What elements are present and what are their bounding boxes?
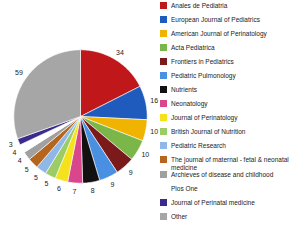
html-text:Other: Other xyxy=(171,213,188,220)
html-text:Archieves of disease and child: Archieves of disease and childhood xyxy=(171,171,274,178)
svg-text:10: 10 xyxy=(141,151,149,158)
html-text:Pediatric Pulmonology: Pediatric Pulmonology xyxy=(171,72,236,79)
html-text:Plos One: Plos One xyxy=(171,185,198,192)
svg-text:16: 16 xyxy=(150,97,158,104)
html-text:Journal of Perinatology: Journal of Perinatology xyxy=(171,114,238,121)
html-text:European Journal of Pediatrics: European Journal of Pediatrics xyxy=(171,16,260,23)
svg-text:4: 4 xyxy=(18,157,22,164)
svg-text:59: 59 xyxy=(15,69,23,76)
html-text:Nutrients: Nutrients xyxy=(171,86,197,93)
svg-text:9: 9 xyxy=(110,181,114,188)
svg-text:3: 3 xyxy=(9,141,13,148)
html-text:Frontiers in Pediatrics: Frontiers in Pediatrics xyxy=(171,58,234,65)
html-text:Anales de Pediatria: Anales de Pediatria xyxy=(171,2,228,9)
svg-text:4: 4 xyxy=(13,149,17,156)
svg-text:8: 8 xyxy=(91,187,95,194)
svg-text:5: 5 xyxy=(34,174,38,181)
html-text:Pediatric Research: Pediatric Research xyxy=(171,142,226,149)
svg-text:5: 5 xyxy=(25,166,29,173)
html-text:Neonatology: Neonatology xyxy=(171,100,208,107)
svg-text:34: 34 xyxy=(116,49,124,56)
html-text:Acta Pediatrica: Acta Pediatrica xyxy=(171,44,215,51)
svg-text:10: 10 xyxy=(150,128,158,135)
html-text:American Journal of Perinatolo: American Journal of Perinatology xyxy=(171,30,267,37)
html-text:Journal of Perinatal medicine: Journal of Perinatal medicine xyxy=(171,199,255,206)
svg-text:5: 5 xyxy=(44,180,48,187)
html-text:The journal of maternal - feta: The journal of maternal - fetal & neonat… xyxy=(171,156,289,171)
svg-text:6: 6 xyxy=(57,185,61,192)
html-text:British Journal of Nutrition: British Journal of Nutrition xyxy=(171,128,246,135)
svg-text:7: 7 xyxy=(72,188,76,195)
svg-text:9: 9 xyxy=(129,169,133,176)
